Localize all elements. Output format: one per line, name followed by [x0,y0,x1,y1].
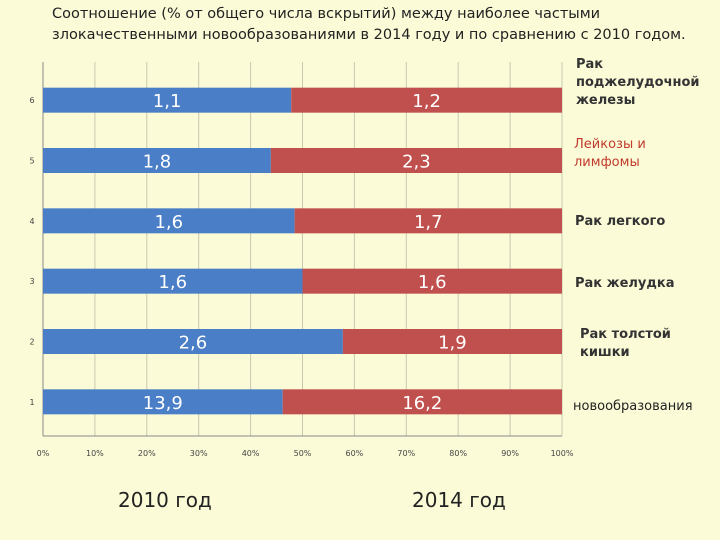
data-label-2014: 1,2 [412,91,441,112]
bar-2010-6 [43,87,292,113]
x-tick-label: 10% [86,449,104,458]
data-label-2014: 1,9 [438,333,467,354]
category-label-2: Рак толстой кишки [580,327,671,360]
bar-2014-3 [302,268,562,294]
data-label-2014: 2,3 [402,152,431,173]
bar-2014-5 [270,148,562,173]
bar-2010-2 [43,329,343,354]
x-tick-label: 70% [397,449,415,458]
data-label-2010: 1,8 [143,152,172,173]
y-tick-label: 2 [29,338,34,347]
y-tick-label: 5 [29,157,34,166]
bar-2014-4 [294,208,562,234]
x-tick-label: 100% [551,449,574,458]
x-tick-label: 0% [37,449,50,458]
y-tick-label: 4 [29,217,34,226]
data-label-2014: 1,7 [414,212,443,233]
category-label-3: Рак желудка [575,276,675,291]
bar-2010-1 [43,389,283,415]
data-label-2014: 16,2 [402,393,442,414]
category-label-5: Лейкозы и лимфомы [574,137,646,170]
bar-2014-2 [342,329,562,354]
bar-2014-1 [282,389,562,415]
x-tick-label: 30% [190,449,208,458]
bar-2010-4 [43,208,295,234]
bar-2010-3 [43,268,303,294]
category-label-6: Рак поджелудочной железы [576,57,700,108]
category-label-1: новообразования [573,399,693,414]
category-label-4: Рак легкого [575,214,666,229]
legend-2010: 2010 год [118,488,212,512]
chart-title: Соотношение (% от общего числа вскрытий)… [52,6,686,43]
data-label-2010: 1,1 [153,91,182,112]
y-tick-label: 3 [29,277,34,286]
data-label-2010: 1,6 [154,212,183,233]
bar-2014-6 [291,87,562,113]
x-tick-label: 60% [346,449,364,458]
legend-2014: 2014 год [412,488,506,512]
data-label-2014: 1,6 [418,272,447,293]
x-tick-label: 90% [501,449,519,458]
data-label-2010: 1,6 [158,272,187,293]
y-tick-label: 1 [29,398,34,407]
x-tick-label: 20% [138,449,156,458]
x-tick-label: 80% [449,449,467,458]
data-label-2010: 2,6 [179,333,208,354]
bar-2010-5 [43,148,271,173]
data-label-2010: 13,9 [143,393,183,414]
x-tick-label: 50% [294,449,312,458]
chart-svg: 0% 10% 20% 30% 40% 50% 60% 70% 80% 90% 100% 1 13,9 16… [29,62,574,458]
x-tick-label: 40% [242,449,260,458]
y-tick-label: 6 [29,96,34,105]
